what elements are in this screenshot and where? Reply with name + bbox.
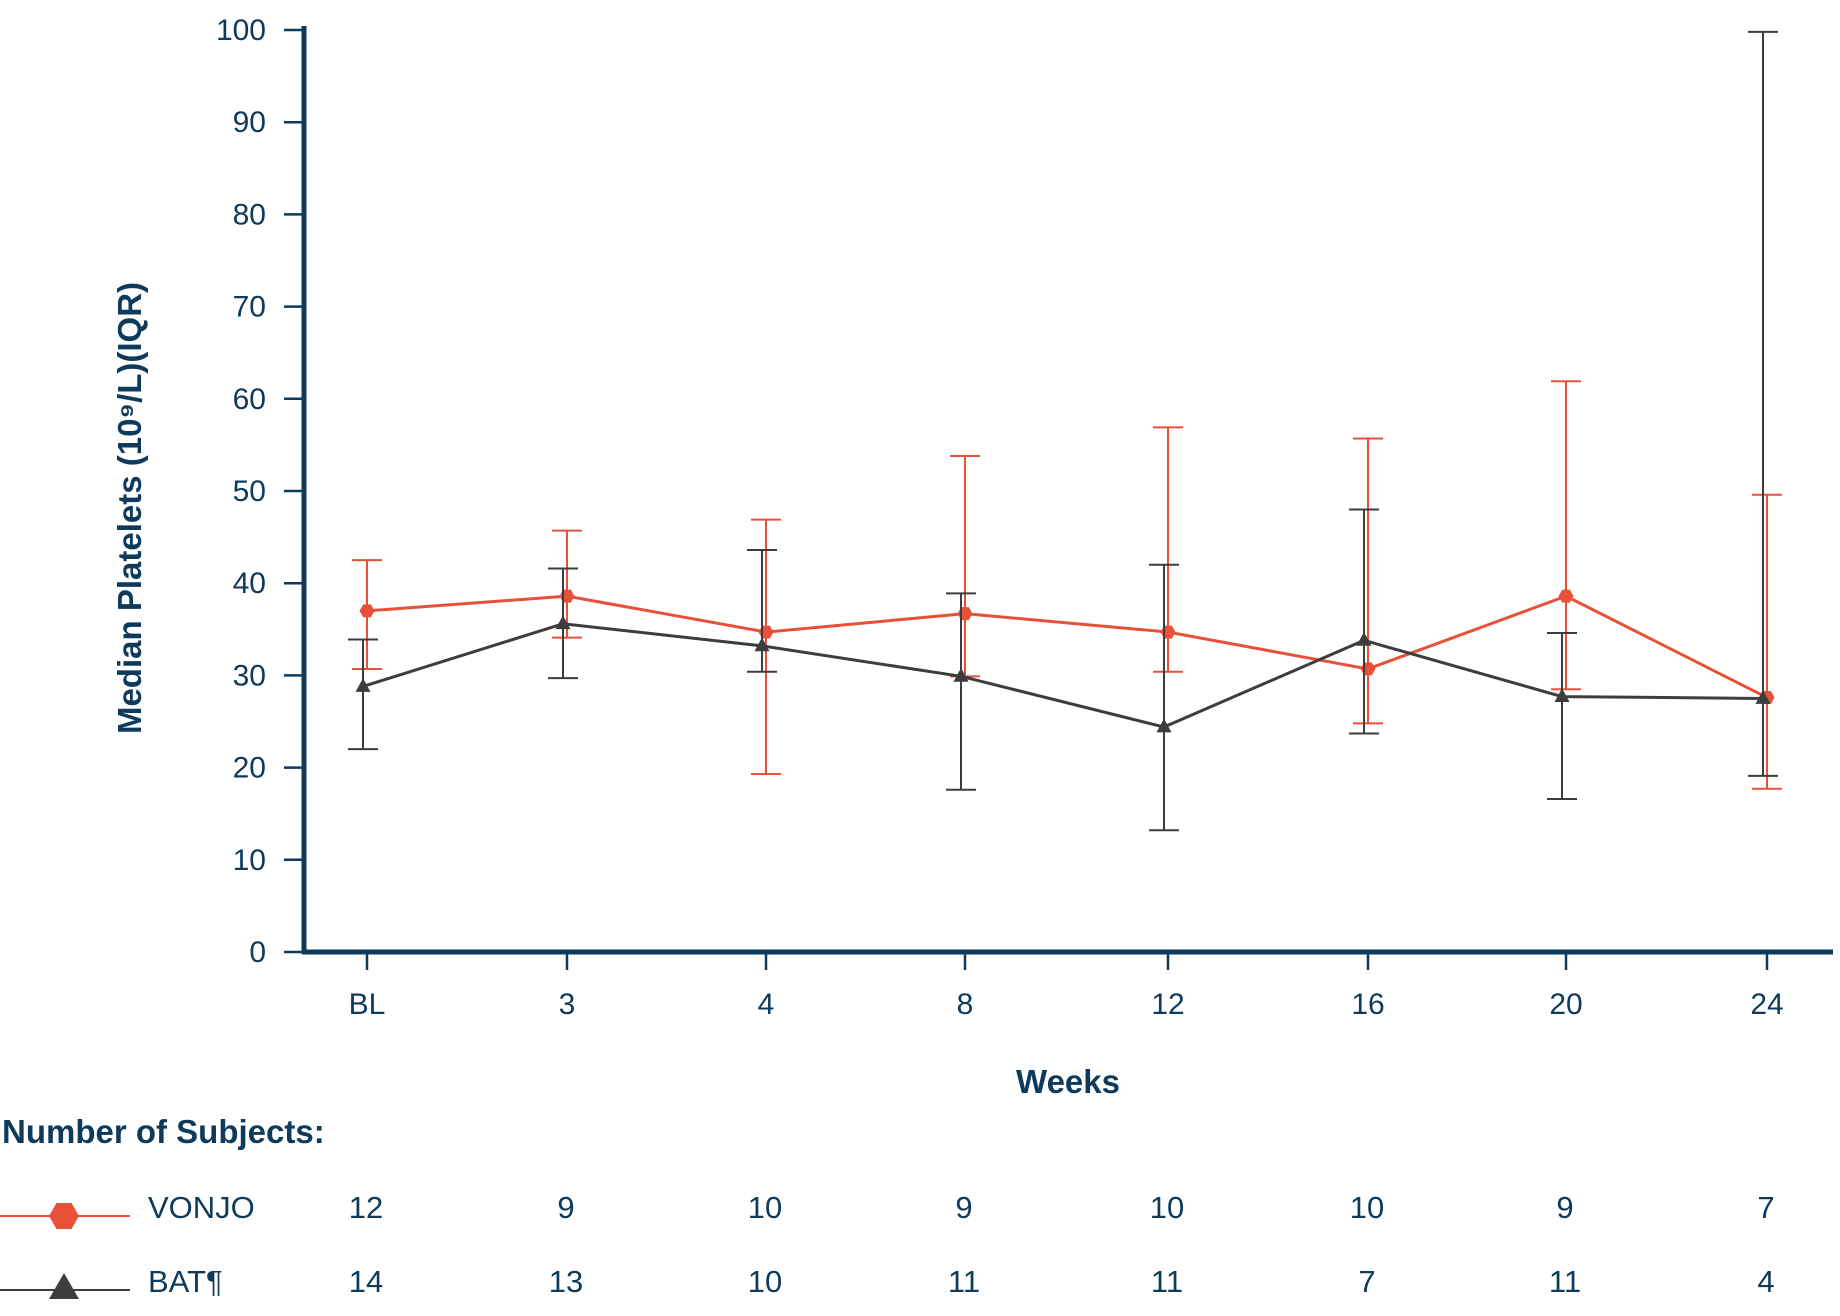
x-tick-label: BL [349, 988, 386, 1021]
subjects-table: VONJO 12 9 10 9 10 10 9 7 BAT¶ 14 13 10 11 11 7 11 4 [0, 1190, 1775, 1299]
vonjo-point [1160, 625, 1176, 639]
vonjo-subject-count: 7 [1757, 1190, 1774, 1225]
y-tick-label: 70 [233, 291, 266, 324]
bat-legend-label: BAT¶ [148, 1264, 223, 1299]
bat-point [754, 637, 770, 652]
x-tick-label: 12 [1151, 988, 1184, 1021]
subjects-table-heading: Number of Subjects: [2, 1113, 325, 1150]
y-tick-label: 100 [216, 14, 266, 47]
bat-point [1755, 690, 1771, 704]
x-tick-label: 24 [1750, 988, 1783, 1021]
bat-subject-count: 7 [1358, 1264, 1375, 1299]
y-tick-label: 20 [233, 752, 266, 785]
bat-subject-count: 14 [349, 1264, 383, 1299]
vonjo-point [1360, 662, 1376, 676]
vonjo-subject-count: 10 [748, 1190, 782, 1225]
y-tick-label: 90 [233, 106, 266, 139]
y-tick-label: 60 [233, 383, 266, 416]
y-axis-title: Median Platelets (10⁹/L)(IQR) [111, 282, 148, 734]
plot-axes: 0 10 20 30 40 50 60 70 80 90 100 BL 3 4 8 12 16 20 24 [216, 14, 1833, 1021]
bat-subject-count: 11 [1549, 1264, 1581, 1299]
bat-point [953, 667, 969, 682]
bat-subject-count: 10 [748, 1264, 782, 1299]
bat-subject-count: 13 [549, 1264, 583, 1299]
vonjo-series-line [366, 594, 1768, 699]
vonjo-legend-marker [49, 1203, 79, 1229]
bat-subject-count: 11 [948, 1264, 980, 1299]
vonjo-point [758, 625, 774, 639]
x-tick-label: 16 [1351, 988, 1384, 1021]
bat-subject-count: 4 [1757, 1264, 1774, 1299]
bat-point [355, 678, 371, 692]
vonjo-subject-count: 9 [557, 1190, 574, 1225]
vonjo-point [559, 589, 575, 603]
vonjo-point [1558, 589, 1574, 603]
bat-point [1356, 631, 1372, 646]
bat-series-line [362, 622, 1764, 729]
x-tick-label: 3 [559, 988, 576, 1021]
y-tick-label: 0 [249, 936, 266, 969]
y-tick-label: 40 [233, 567, 266, 600]
bat-subject-count: 11 [1151, 1264, 1183, 1299]
bat-legend-marker [49, 1273, 79, 1299]
x-tick-label: 20 [1549, 988, 1582, 1021]
bat-point [1156, 718, 1172, 733]
plot-series [348, 30, 1782, 832]
bat-point [555, 615, 571, 630]
vonjo-legend-label: VONJO [148, 1190, 255, 1225]
y-tick-label: 10 [233, 844, 266, 877]
x-tick-label: 8 [957, 988, 974, 1021]
vonjo-point [957, 607, 973, 621]
vonjo-point [359, 604, 375, 618]
y-tick-label: 30 [233, 659, 266, 692]
vonjo-subject-count: 10 [1150, 1190, 1184, 1225]
bat-point [1554, 688, 1570, 703]
vonjo-subject-count: 9 [1556, 1190, 1573, 1225]
y-tick-label: 80 [233, 198, 266, 231]
x-axis-title: Weeks [1016, 1063, 1120, 1100]
vonjo-subject-count: 10 [1350, 1190, 1384, 1225]
y-tick-label: 50 [233, 475, 266, 508]
x-tick-label: 4 [758, 988, 775, 1021]
vonjo-subject-count: 9 [955, 1190, 972, 1225]
vonjo-subject-count: 12 [349, 1190, 383, 1225]
